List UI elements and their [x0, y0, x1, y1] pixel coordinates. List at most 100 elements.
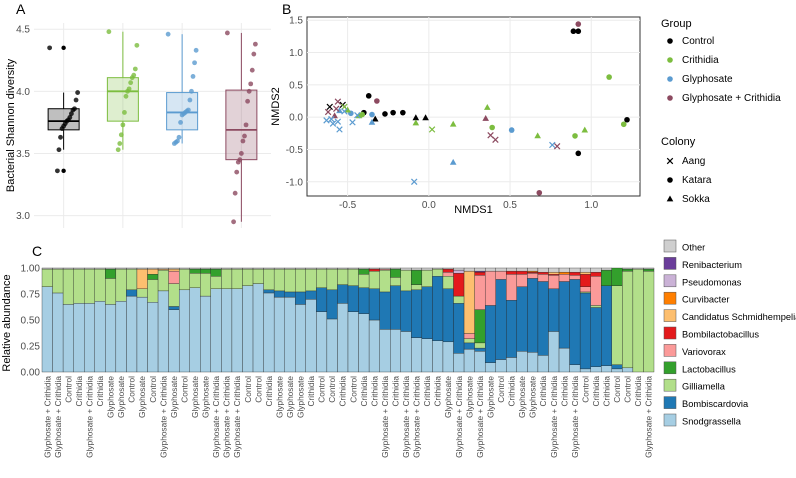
stacked-bar-segment — [189, 273, 201, 288]
jitter-point — [238, 151, 244, 156]
x-tick-label: Control — [243, 376, 253, 403]
y-tick-label: 0.75 — [21, 290, 41, 301]
jitter-point — [240, 138, 246, 144]
stacked-bar-segment — [390, 277, 401, 286]
marker-stroke — [326, 103, 333, 111]
stacked-bar-segment — [463, 342, 475, 350]
x-tick-label: Crithidia — [306, 376, 316, 407]
stacked-bar-segment — [326, 289, 338, 320]
x-tick-label: Control — [317, 376, 327, 403]
scatter-point — [489, 124, 495, 131]
scatter-point — [449, 158, 457, 165]
panel-b-legend: Group Control Crithidia Glyphosate Glyphosat… — [661, 18, 781, 205]
jitter-point — [245, 98, 250, 104]
stacked-bar-segment — [147, 279, 159, 303]
stacked-bar-segment — [231, 288, 243, 373]
stacked-bar-segment — [126, 295, 138, 373]
x-tick-label: Control — [327, 376, 337, 403]
stacked-bar-segment — [453, 353, 465, 373]
jitter-point — [232, 190, 238, 196]
stacked-bar-segment — [643, 268, 655, 272]
stacked-bar-segment — [316, 311, 328, 373]
stacked-bar-segment — [358, 267, 370, 270]
scatter-point — [487, 132, 494, 139]
stacked-bar-segment — [52, 268, 64, 294]
legend-label: Curvibacter — [682, 295, 730, 305]
x-tick-label: Glyphosate — [137, 376, 147, 418]
stacked-bar-segment — [601, 269, 612, 286]
stacked-bar-segment — [421, 286, 433, 339]
legend-key — [663, 413, 677, 427]
y-tick-label: 0.25 — [21, 342, 41, 353]
legend-label: Other — [682, 243, 705, 253]
jitter-point — [165, 31, 171, 37]
marker-stroke — [354, 111, 361, 119]
stacked-bar-segment — [548, 267, 560, 273]
stacked-bar-segment — [632, 268, 644, 373]
stacked-bar-segment — [263, 268, 275, 291]
stacked-bar-segment — [527, 352, 539, 373]
stacked-bar-segment — [273, 268, 285, 292]
jitter-point — [248, 81, 254, 87]
stacked-bar-segment — [643, 270, 655, 373]
scatter-point — [334, 98, 342, 105]
legend-key — [663, 344, 677, 357]
jitter-point — [242, 133, 247, 139]
scatter-point — [581, 126, 589, 133]
stacked-bar-segment — [200, 268, 212, 274]
stacked-bar-segment — [569, 279, 581, 365]
scatter-point — [400, 109, 406, 116]
marker-stroke — [428, 126, 436, 133]
stacked-bar-segment — [147, 267, 159, 270]
legend-group-label: Glyphosate — [682, 74, 733, 85]
stacked-bar-segment — [432, 340, 444, 373]
stacked-bar-segment — [295, 268, 306, 293]
panel-b: B -0.5 0.0 0.5 1.0 -1.0 -0.5 0.0 0.5 1.0 1.5 NMDS1… — [270, 1, 641, 216]
stacked-bar-segment — [527, 267, 539, 272]
stacked-bar-segment — [421, 267, 433, 271]
stacked-bar-segment — [305, 268, 317, 292]
legend-group-key — [667, 95, 673, 101]
x-tick-label: Glyphosate — [517, 376, 527, 418]
stacked-bar-segment — [136, 296, 148, 373]
legend-label: Snodgrassella — [682, 417, 742, 427]
jitter-point — [47, 45, 53, 51]
stacked-bar-segment — [231, 267, 243, 270]
marker-stroke — [492, 136, 499, 144]
scatter-point — [382, 111, 388, 117]
stacked-bar-segment — [453, 295, 465, 304]
stacked-bar-segment — [368, 270, 380, 289]
stacked-bar-segment — [94, 301, 106, 373]
jitter-point — [120, 122, 126, 128]
stacked-bar-segment — [453, 273, 465, 297]
stacked-bar-segment — [210, 288, 222, 373]
jitter-point — [234, 169, 240, 175]
stacked-bar-segment — [326, 268, 338, 291]
stacked-bar-segment — [126, 289, 138, 297]
jitter-point — [128, 80, 134, 86]
scatter-point — [365, 93, 372, 99]
x-tick-label: Glyphosate — [485, 376, 495, 418]
scatter-point — [422, 114, 429, 121]
stacked-bar-segment — [284, 291, 296, 298]
jitter-point — [235, 159, 241, 165]
stacked-bar-segment — [368, 319, 380, 373]
y-tick-label: 4.5 — [16, 25, 30, 36]
legend-colony-key — [666, 195, 674, 202]
stacked-bar-segment — [210, 267, 222, 270]
stacked-bar-segment — [126, 267, 138, 270]
marker-stroke — [323, 117, 330, 124]
y-tick-label: 0.0 — [289, 113, 303, 124]
legend-colony-title: Colony — [661, 136, 696, 148]
legend-label: Bombiscardovia — [682, 399, 749, 409]
y-tick-label: 3.5 — [16, 149, 30, 160]
x-tick-label: Control — [623, 376, 633, 403]
stacked-bar-segment — [73, 268, 85, 304]
jitter-point — [251, 51, 257, 57]
stacked-bar-segment — [411, 289, 423, 338]
stacked-bar-segment — [189, 287, 201, 373]
jitter-point — [122, 110, 127, 115]
y-axis-title: NMDS2 — [270, 87, 282, 126]
scatter-point — [492, 136, 499, 144]
x-tick-label: Glyphosate — [106, 376, 116, 418]
